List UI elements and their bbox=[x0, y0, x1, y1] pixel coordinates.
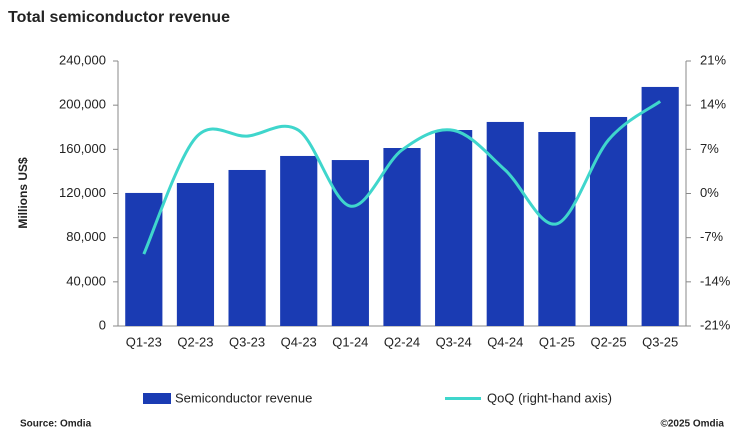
y2-tick-label: 14% bbox=[700, 97, 726, 112]
y2-tick-label: -21% bbox=[700, 317, 731, 332]
x-tick-label: Q3-24 bbox=[436, 334, 472, 349]
legend-label: Semiconductor revenue bbox=[175, 390, 312, 405]
y2-tick-label: -7% bbox=[700, 229, 724, 244]
y-tick-label: 40,000 bbox=[66, 273, 106, 288]
y-tick-label: 240,000 bbox=[59, 52, 106, 67]
bar bbox=[383, 148, 421, 326]
x-tick-label: Q4-24 bbox=[487, 334, 523, 349]
bar bbox=[125, 192, 163, 326]
bar bbox=[228, 169, 266, 326]
chart-title: Total semiconductor revenue bbox=[8, 9, 230, 26]
bar bbox=[280, 155, 318, 326]
legend-swatch bbox=[143, 393, 171, 404]
bar bbox=[538, 131, 576, 326]
y2-tick-label: -14% bbox=[700, 273, 731, 288]
x-tick-label: Q2-25 bbox=[590, 334, 626, 349]
source: Source: Omdia bbox=[20, 419, 92, 430]
y-tick-label: 0 bbox=[99, 317, 106, 332]
y2-tick-label: 7% bbox=[700, 141, 719, 156]
x-tick-label: Q1-24 bbox=[332, 334, 368, 349]
x-tick-label: Q3-25 bbox=[642, 334, 678, 349]
y2-tick-label: 21% bbox=[700, 52, 726, 67]
copyright: ©2025 Omdia bbox=[660, 419, 724, 430]
bar bbox=[331, 160, 369, 326]
bar bbox=[176, 183, 215, 326]
y-tick-label: 120,000 bbox=[59, 185, 106, 200]
y2-tick-label: 0% bbox=[700, 185, 719, 200]
x-tick-label: Q1-23 bbox=[126, 334, 162, 349]
y-tick-label: 160,000 bbox=[59, 141, 106, 156]
bar bbox=[641, 86, 679, 327]
line bbox=[142, 100, 662, 255]
y-axis-label: Millions US$ bbox=[16, 157, 30, 229]
x-tick-label: Q2-24 bbox=[384, 334, 420, 349]
bar bbox=[589, 116, 628, 326]
y-tick-label: 200,000 bbox=[59, 97, 106, 112]
y-tick-label: 80,000 bbox=[66, 229, 106, 244]
x-tick-label: Q3-23 bbox=[229, 334, 265, 349]
bar bbox=[486, 121, 524, 326]
x-tick-label: Q4-23 bbox=[281, 334, 317, 349]
bar bbox=[435, 130, 473, 326]
legend-label: QoQ (right-hand axis) bbox=[487, 390, 612, 405]
x-tick-label: Q2-23 bbox=[177, 334, 213, 349]
x-tick-label: Q1-25 bbox=[539, 334, 575, 349]
